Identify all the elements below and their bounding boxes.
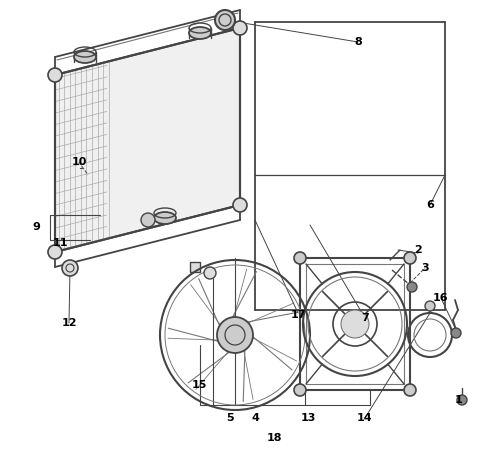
Text: 16: 16 — [433, 293, 449, 303]
Circle shape — [404, 384, 416, 396]
Ellipse shape — [154, 212, 176, 224]
Ellipse shape — [74, 51, 96, 63]
Circle shape — [141, 213, 155, 227]
Text: 11: 11 — [52, 238, 68, 248]
Circle shape — [404, 252, 416, 264]
Text: 2: 2 — [414, 245, 422, 255]
Circle shape — [62, 260, 78, 276]
Circle shape — [341, 310, 369, 338]
Circle shape — [294, 252, 306, 264]
Circle shape — [217, 317, 253, 353]
Text: 12: 12 — [61, 318, 77, 328]
Circle shape — [407, 282, 417, 292]
Text: 7: 7 — [361, 313, 369, 323]
Circle shape — [204, 267, 216, 279]
Text: 4: 4 — [251, 413, 259, 423]
Circle shape — [233, 21, 247, 35]
Text: 6: 6 — [426, 200, 434, 210]
Text: 13: 13 — [300, 413, 316, 423]
Circle shape — [48, 68, 62, 82]
Circle shape — [451, 328, 461, 338]
Text: 9: 9 — [32, 222, 40, 232]
Circle shape — [215, 10, 235, 30]
Text: 5: 5 — [226, 413, 234, 423]
Text: 18: 18 — [266, 433, 282, 443]
Text: 17: 17 — [290, 310, 306, 320]
Ellipse shape — [189, 27, 211, 39]
Text: 8: 8 — [354, 37, 362, 47]
Text: 14: 14 — [357, 413, 373, 423]
Bar — [190, 262, 200, 272]
Circle shape — [233, 198, 247, 212]
Text: 15: 15 — [192, 380, 207, 390]
Circle shape — [294, 384, 306, 396]
Circle shape — [425, 301, 435, 311]
Text: 1: 1 — [455, 395, 463, 405]
Circle shape — [48, 245, 62, 259]
Text: 3: 3 — [421, 263, 429, 273]
Circle shape — [457, 395, 467, 405]
Polygon shape — [55, 28, 240, 252]
Text: 10: 10 — [72, 157, 87, 167]
